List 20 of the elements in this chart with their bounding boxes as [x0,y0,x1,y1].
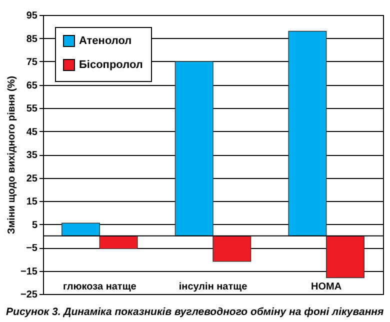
y-tick-label: 25 [26,173,38,184]
y-tick-label: 95 [26,10,38,22]
y-tick-label: 65 [26,80,38,92]
y-tick-label: −5 [26,243,38,254]
x-tick-label: інсулін натще [178,282,248,292]
y-axis-title: Зміни щодо вихідного рівня (%) [6,76,18,234]
y-tick-label: 15 [26,196,38,208]
y-tick-label: 45 [26,126,38,138]
legend-label: Атенолол [79,35,132,47]
y-tick-label: 5 [32,220,38,231]
y-tick-label: −25 [20,290,38,300]
legend-label: Бісопролол [79,59,143,71]
y-tick-label: −15 [20,266,38,278]
y-tick-label: 85 [26,34,38,45]
y-tick-label: 35 [26,150,38,161]
x-tick-label: HOMA [311,282,342,292]
y-tick-label: 75 [26,57,38,68]
x-tick-label: глюкоза натще [62,282,137,292]
y-tick-label: 55 [26,104,38,114]
text: Рисунок 3. Динаміка показників вуглеводного обміну на фоні лікування [6,306,384,318]
